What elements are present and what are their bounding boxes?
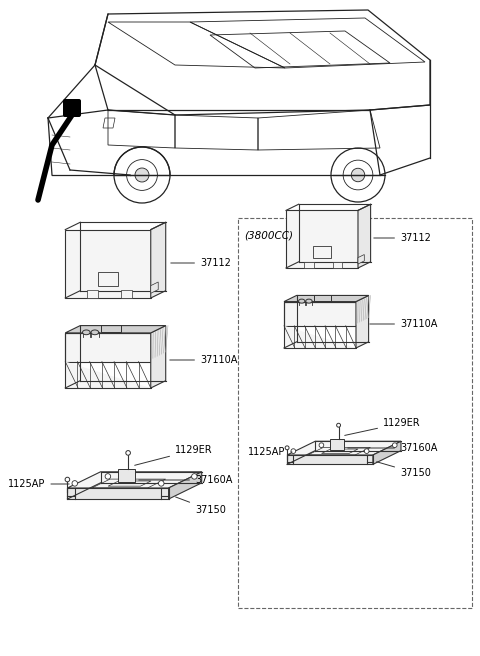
Text: 37160A: 37160A <box>348 443 437 453</box>
Text: 37160A: 37160A <box>139 475 232 485</box>
Polygon shape <box>287 455 373 464</box>
Polygon shape <box>284 295 369 302</box>
Polygon shape <box>86 291 98 298</box>
Polygon shape <box>65 333 151 361</box>
Polygon shape <box>65 230 151 298</box>
Polygon shape <box>151 325 166 388</box>
Circle shape <box>351 168 365 182</box>
Circle shape <box>319 443 324 447</box>
Circle shape <box>127 159 157 190</box>
Text: 1125AP: 1125AP <box>8 479 69 489</box>
Text: 37112: 37112 <box>171 258 231 268</box>
Polygon shape <box>284 302 356 326</box>
Circle shape <box>331 148 385 202</box>
Polygon shape <box>67 472 202 488</box>
Polygon shape <box>358 204 371 268</box>
Text: 37110A: 37110A <box>170 355 238 365</box>
Bar <box>238 218 472 608</box>
Circle shape <box>114 147 170 203</box>
Text: 37110A: 37110A <box>370 319 437 329</box>
Ellipse shape <box>83 330 90 335</box>
Circle shape <box>72 481 78 486</box>
Text: 37150: 37150 <box>377 462 431 478</box>
Circle shape <box>291 449 296 453</box>
Polygon shape <box>304 262 313 268</box>
Polygon shape <box>287 441 401 455</box>
Text: 1129ER: 1129ER <box>135 445 213 465</box>
Ellipse shape <box>306 299 312 303</box>
Polygon shape <box>330 440 344 450</box>
Circle shape <box>392 443 397 447</box>
Polygon shape <box>118 470 134 482</box>
Polygon shape <box>151 222 166 298</box>
Polygon shape <box>65 361 151 388</box>
Polygon shape <box>65 325 166 333</box>
Circle shape <box>135 168 149 182</box>
Circle shape <box>105 474 111 479</box>
Text: 1125AP: 1125AP <box>248 447 292 457</box>
Polygon shape <box>373 441 401 464</box>
Polygon shape <box>284 326 356 348</box>
Circle shape <box>192 474 197 479</box>
Circle shape <box>65 477 70 482</box>
Circle shape <box>126 451 131 455</box>
FancyBboxPatch shape <box>63 99 81 117</box>
Text: 37150: 37150 <box>176 497 226 515</box>
Text: 37112: 37112 <box>374 233 431 243</box>
Circle shape <box>336 423 340 427</box>
Circle shape <box>158 481 164 486</box>
Circle shape <box>285 446 289 450</box>
Polygon shape <box>121 291 132 298</box>
Polygon shape <box>356 295 369 348</box>
Polygon shape <box>67 488 168 499</box>
Polygon shape <box>358 255 364 264</box>
Polygon shape <box>333 262 342 268</box>
Ellipse shape <box>91 330 99 335</box>
Ellipse shape <box>299 299 305 303</box>
Text: (3800CC): (3800CC) <box>244 230 293 240</box>
Text: 1129ER: 1129ER <box>345 418 420 436</box>
Polygon shape <box>286 211 358 268</box>
Circle shape <box>343 160 373 190</box>
Polygon shape <box>151 282 158 293</box>
Polygon shape <box>168 472 202 499</box>
Circle shape <box>364 449 369 453</box>
